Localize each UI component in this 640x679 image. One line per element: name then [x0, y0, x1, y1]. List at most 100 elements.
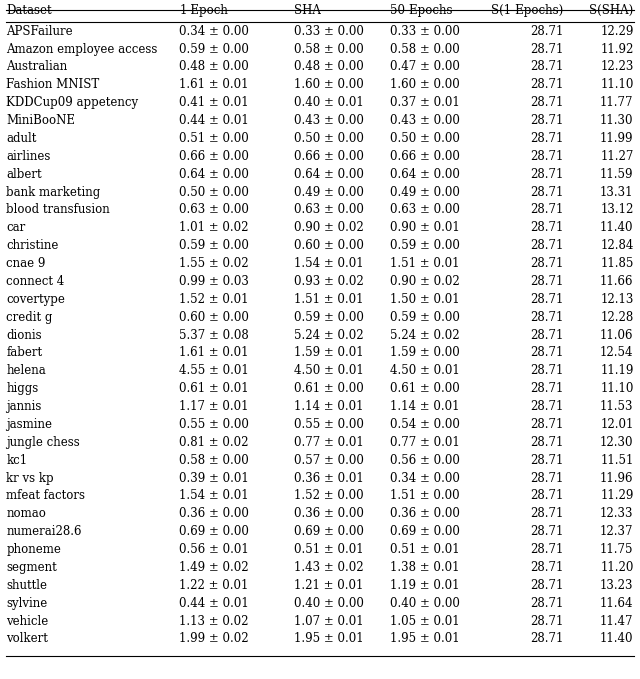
Text: 11.53: 11.53 [600, 400, 634, 413]
Text: 0.77 ± 0.01: 0.77 ± 0.01 [390, 436, 460, 449]
Text: jannis: jannis [6, 400, 42, 413]
Text: 12.23: 12.23 [600, 60, 634, 73]
Text: albert: albert [6, 168, 42, 181]
Text: 11.06: 11.06 [600, 329, 634, 342]
Text: jasmine: jasmine [6, 418, 52, 431]
Text: 28.71: 28.71 [530, 311, 563, 324]
Text: 1-Epoch: 1-Epoch [179, 3, 228, 16]
Text: 28.71: 28.71 [530, 382, 563, 395]
Text: 0.50 ± 0.00: 0.50 ± 0.00 [390, 132, 460, 145]
Text: numerai28.6: numerai28.6 [6, 525, 82, 538]
Text: 0.61 ± 0.00: 0.61 ± 0.00 [294, 382, 364, 395]
Text: 0.64 ± 0.00: 0.64 ± 0.00 [179, 168, 249, 181]
Text: 11.75: 11.75 [600, 543, 634, 556]
Text: christine: christine [6, 239, 59, 252]
Text: 12.29: 12.29 [600, 24, 634, 38]
Text: 0.39 ± 0.01: 0.39 ± 0.01 [179, 471, 249, 485]
Text: 0.48 ± 0.00: 0.48 ± 0.00 [294, 60, 364, 73]
Text: 1.60 ± 0.00: 1.60 ± 0.00 [294, 78, 364, 91]
Text: 1.61 ± 0.01: 1.61 ± 0.01 [179, 78, 249, 91]
Text: 11.85: 11.85 [600, 257, 634, 270]
Text: Australian: Australian [6, 60, 68, 73]
Text: 28.71: 28.71 [530, 329, 563, 342]
Text: 12.28: 12.28 [600, 311, 634, 324]
Text: 0.43 ± 0.00: 0.43 ± 0.00 [294, 114, 364, 127]
Text: 0.40 ± 0.00: 0.40 ± 0.00 [294, 597, 364, 610]
Text: 12.30: 12.30 [600, 436, 634, 449]
Text: 0.47 ± 0.00: 0.47 ± 0.00 [390, 60, 460, 73]
Text: 0.57 ± 0.00: 0.57 ± 0.00 [294, 454, 364, 466]
Text: 0.59 ± 0.00: 0.59 ± 0.00 [390, 239, 460, 252]
Text: 0.36 ± 0.00: 0.36 ± 0.00 [294, 507, 364, 520]
Text: phoneme: phoneme [6, 543, 61, 556]
Text: 0.44 ± 0.01: 0.44 ± 0.01 [179, 597, 249, 610]
Text: 0.61 ± 0.01: 0.61 ± 0.01 [179, 382, 249, 395]
Text: 0.90 ± 0.02: 0.90 ± 0.02 [390, 275, 460, 288]
Text: 0.49 ± 0.00: 0.49 ± 0.00 [294, 185, 364, 198]
Text: higgs: higgs [6, 382, 38, 395]
Text: 0.56 ± 0.01: 0.56 ± 0.01 [179, 543, 249, 556]
Text: 5.24 ± 0.02: 5.24 ± 0.02 [294, 329, 364, 342]
Text: 1.59 ± 0.00: 1.59 ± 0.00 [390, 346, 460, 359]
Text: 0.48 ± 0.00: 0.48 ± 0.00 [179, 60, 249, 73]
Text: 0.51 ± 0.00: 0.51 ± 0.00 [179, 132, 249, 145]
Text: 28.71: 28.71 [530, 60, 563, 73]
Text: 28.71: 28.71 [530, 597, 563, 610]
Text: 0.55 ± 0.00: 0.55 ± 0.00 [294, 418, 364, 431]
Text: 11.66: 11.66 [600, 275, 634, 288]
Text: 28.71: 28.71 [530, 150, 563, 163]
Text: 5.37 ± 0.08: 5.37 ± 0.08 [179, 329, 249, 342]
Text: 28.71: 28.71 [530, 632, 563, 646]
Text: 0.63 ± 0.00: 0.63 ± 0.00 [294, 204, 364, 217]
Text: APSFailure: APSFailure [6, 24, 73, 38]
Text: 12.37: 12.37 [600, 525, 634, 538]
Text: blood transfusion: blood transfusion [6, 204, 110, 217]
Text: 12.13: 12.13 [600, 293, 634, 306]
Text: 28.71: 28.71 [530, 293, 563, 306]
Text: 12.01: 12.01 [600, 418, 634, 431]
Text: 0.50 ± 0.00: 0.50 ± 0.00 [294, 132, 364, 145]
Text: sylvine: sylvine [6, 597, 47, 610]
Text: 0.33 ± 0.00: 0.33 ± 0.00 [294, 24, 364, 38]
Text: 1.43 ± 0.02: 1.43 ± 0.02 [294, 561, 364, 574]
Text: 28.71: 28.71 [530, 239, 563, 252]
Text: 12.84: 12.84 [600, 239, 634, 252]
Text: 28.71: 28.71 [530, 257, 563, 270]
Text: 1.14 ± 0.01: 1.14 ± 0.01 [390, 400, 460, 413]
Text: 28.71: 28.71 [530, 43, 563, 56]
Text: 13.23: 13.23 [600, 579, 634, 592]
Text: 0.63 ± 0.00: 0.63 ± 0.00 [179, 204, 249, 217]
Text: vehicle: vehicle [6, 614, 49, 627]
Text: 13.31: 13.31 [600, 185, 634, 198]
Text: 28.71: 28.71 [530, 365, 563, 378]
Text: 1.54 ± 0.01: 1.54 ± 0.01 [179, 490, 249, 502]
Text: 28.71: 28.71 [530, 221, 563, 234]
Text: 11.30: 11.30 [600, 114, 634, 127]
Text: dionis: dionis [6, 329, 42, 342]
Text: 12.54: 12.54 [600, 346, 634, 359]
Text: 11.64: 11.64 [600, 597, 634, 610]
Text: 0.90 ± 0.02: 0.90 ± 0.02 [294, 221, 364, 234]
Text: 1.22 ± 0.01: 1.22 ± 0.01 [179, 579, 248, 592]
Text: 50-Epochs: 50-Epochs [390, 3, 453, 16]
Text: 1.17 ± 0.01: 1.17 ± 0.01 [179, 400, 249, 413]
Text: 0.66 ± 0.00: 0.66 ± 0.00 [179, 150, 249, 163]
Text: 0.54 ± 0.00: 0.54 ± 0.00 [390, 418, 460, 431]
Text: adult: adult [6, 132, 36, 145]
Text: 0.43 ± 0.00: 0.43 ± 0.00 [390, 114, 460, 127]
Text: segment: segment [6, 561, 57, 574]
Text: 1.50 ± 0.01: 1.50 ± 0.01 [390, 293, 460, 306]
Text: 28.71: 28.71 [530, 543, 563, 556]
Text: 28.71: 28.71 [530, 454, 563, 466]
Text: mfeat factors: mfeat factors [6, 490, 85, 502]
Text: 0.64 ± 0.00: 0.64 ± 0.00 [294, 168, 364, 181]
Text: 1.38 ± 0.01: 1.38 ± 0.01 [390, 561, 460, 574]
Text: helena: helena [6, 365, 46, 378]
Text: 0.58 ± 0.00: 0.58 ± 0.00 [294, 43, 364, 56]
Text: 11.99: 11.99 [600, 132, 634, 145]
Text: 1.60 ± 0.00: 1.60 ± 0.00 [390, 78, 460, 91]
Text: 28.71: 28.71 [530, 132, 563, 145]
Text: 1.05 ± 0.01: 1.05 ± 0.01 [390, 614, 460, 627]
Text: 0.59 ± 0.00: 0.59 ± 0.00 [179, 43, 249, 56]
Text: 0.34 ± 0.00: 0.34 ± 0.00 [179, 24, 249, 38]
